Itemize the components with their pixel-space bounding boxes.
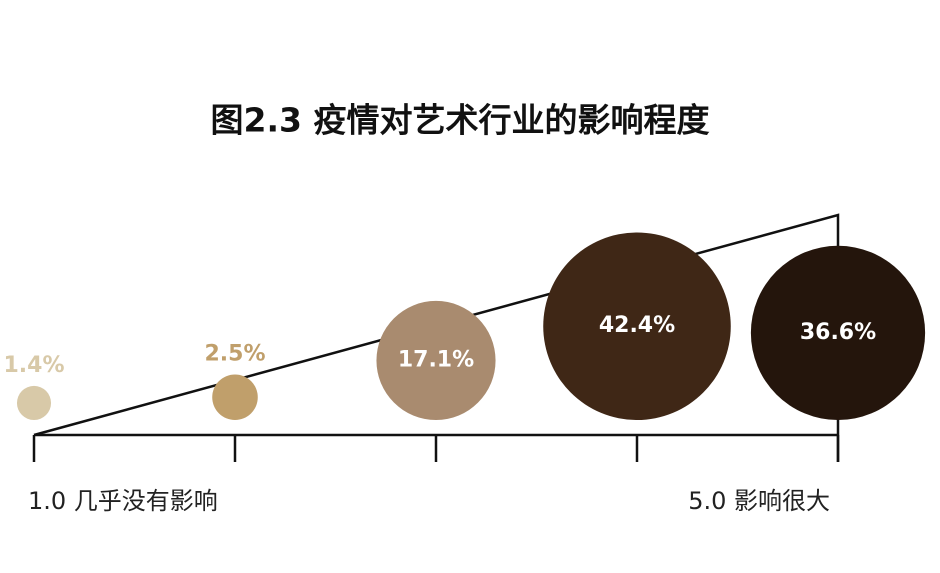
bubble (212, 374, 258, 420)
x-tick-label: 5.0 影响很大 (688, 487, 830, 515)
chart-title: 图2.3 疫情对艺术行业的影响程度 (211, 101, 710, 140)
value-label: 36.6% (800, 320, 876, 345)
bubble (750, 245, 926, 420)
value-label: 42.4% (599, 313, 675, 338)
x-tick-label: 1.0 几乎没有影响 (28, 487, 218, 515)
value-label: 17.1% (398, 347, 474, 372)
bubble (376, 300, 496, 420)
bubble (16, 385, 52, 421)
bubble (543, 232, 731, 420)
value-label: 2.5% (204, 341, 265, 366)
value-label: 1.4% (3, 353, 64, 378)
